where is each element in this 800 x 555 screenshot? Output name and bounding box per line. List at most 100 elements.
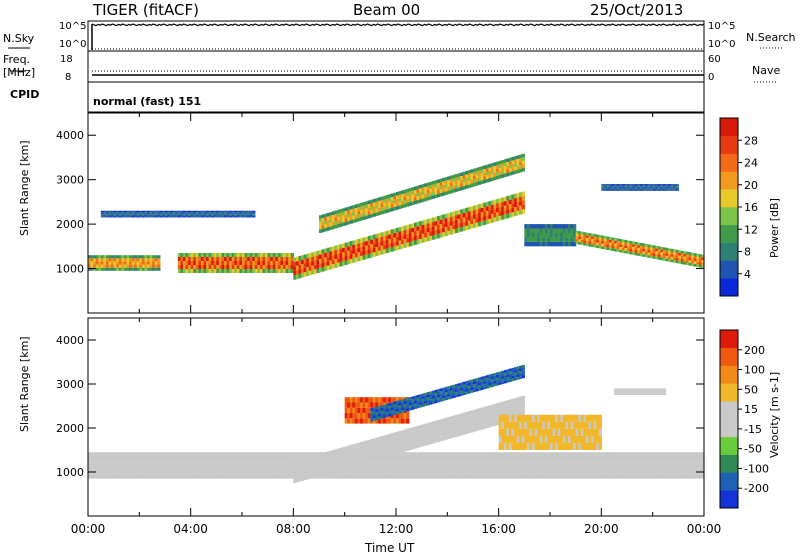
- velocity-cell: [434, 420, 438, 426]
- velocity-cell: [488, 462, 492, 469]
- power-cell: [213, 216, 217, 218]
- velocity-cell: [668, 452, 672, 458]
- velocity-cell: [514, 369, 518, 373]
- power-cell: [519, 192, 523, 197]
- velocity-cbar-swatch: [720, 490, 738, 509]
- power-cell: [311, 261, 315, 266]
- velocity-cell: [385, 452, 389, 457]
- velocity-cell: [429, 422, 433, 427]
- velocity-cell: [357, 455, 361, 461]
- velocity-cell: [465, 416, 469, 421]
- velocity-cell: [175, 452, 179, 458]
- velocity-cell: [336, 473, 341, 479]
- power-cell: [629, 241, 633, 244]
- power-cell: [470, 210, 474, 216]
- velocity-cell: [398, 468, 402, 474]
- velocity-cell: [614, 391, 618, 393]
- velocity-cell: [462, 384, 466, 388]
- velocity-cell: [452, 462, 456, 469]
- velocity-cell: [426, 468, 430, 474]
- velocity-cell: [406, 405, 410, 409]
- power-cell: [326, 223, 330, 228]
- velocity-cell: [357, 418, 361, 424]
- velocity-cell: [565, 452, 569, 458]
- velocity-cell: [519, 462, 523, 469]
- power-cell: [162, 212, 166, 214]
- power-cell: [493, 162, 497, 166]
- velocity-cell: [234, 468, 238, 474]
- velocity-cell: [157, 473, 161, 479]
- power-cell: [485, 175, 489, 179]
- power-cell: [216, 253, 220, 257]
- velocity-cell: [349, 397, 353, 403]
- velocity-cell: [565, 462, 569, 469]
- power-cell: [413, 222, 418, 228]
- power-cell: [503, 166, 507, 170]
- velocity-cell: [465, 391, 469, 395]
- velocity-cell: [609, 462, 613, 469]
- power-cell: [675, 184, 679, 186]
- velocity-cell: [478, 468, 482, 474]
- power-cell: [665, 184, 669, 186]
- velocity-cell: [647, 452, 651, 458]
- power-cell: [321, 253, 325, 259]
- velocity-cell: [365, 453, 369, 459]
- velocity-cell: [349, 462, 353, 467]
- velocity-cell: [516, 369, 520, 372]
- power-cell: [113, 264, 117, 268]
- power-cell: [519, 161, 523, 166]
- velocity-cell: [660, 452, 664, 458]
- power-cell: [473, 218, 477, 224]
- velocity-cell: [498, 473, 502, 479]
- power-cell: [226, 210, 230, 213]
- power-cell: [362, 237, 366, 242]
- velocity-cell: [375, 455, 379, 460]
- velocity-cell: [378, 436, 382, 442]
- velocity-cell: [126, 462, 130, 469]
- velocity-cell: [534, 452, 538, 458]
- velocity-cell: [455, 468, 459, 474]
- power-cell: [329, 215, 333, 220]
- power-cell: [347, 206, 351, 211]
- velocity-cell: [311, 473, 315, 478]
- power-cell: [621, 239, 626, 243]
- power-cell: [573, 224, 577, 229]
- velocity-cell: [331, 454, 335, 459]
- power-cell: [301, 259, 305, 265]
- velocity-cell: [431, 395, 436, 399]
- velocity-cell: [306, 461, 310, 467]
- velocity-cell: [411, 440, 415, 445]
- velocity-cell: [406, 441, 410, 447]
- power-cell: [147, 255, 151, 259]
- velocity-cell: [511, 411, 515, 417]
- velocity-cell: [408, 468, 412, 474]
- power-cell: [103, 261, 107, 265]
- velocity-cell: [211, 468, 215, 474]
- power-cell: [696, 264, 700, 268]
- velocity-cell: [542, 421, 546, 429]
- velocity-cell: [372, 455, 377, 461]
- power-cell: [105, 258, 110, 262]
- power-cell: [90, 264, 94, 268]
- velocity-cell: [421, 398, 425, 402]
- velocity-cell: [514, 462, 518, 469]
- velocity-cell: [632, 473, 636, 479]
- power-cell: [408, 191, 412, 196]
- power-cell: [175, 212, 179, 214]
- power-cell: [218, 257, 223, 261]
- power-cell: [334, 224, 338, 229]
- power-cell: [347, 220, 351, 225]
- velocity-cell: [406, 400, 410, 404]
- velocity-cell: [693, 468, 697, 474]
- velocity-cell: [149, 462, 153, 469]
- velocity-cell: [470, 468, 474, 474]
- power-cell: [542, 237, 546, 242]
- velocity-cell: [344, 473, 348, 479]
- power-cell: [295, 274, 300, 279]
- power-cell: [185, 216, 189, 218]
- velocity-cbar-tick-label: 15: [744, 403, 758, 416]
- velocity-cell: [637, 462, 641, 469]
- velocity-cell: [457, 418, 461, 423]
- power-cell: [426, 189, 430, 194]
- power-cell: [483, 179, 487, 184]
